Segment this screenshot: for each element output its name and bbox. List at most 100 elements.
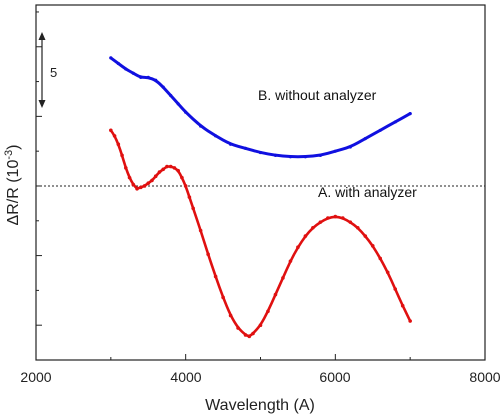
data-point — [150, 178, 154, 183]
data-point — [341, 216, 345, 220]
y-ticks — [36, 11, 42, 361]
x-tick-label: 2000 — [20, 369, 51, 385]
data-point — [288, 155, 293, 159]
scale-bar-arrow-up — [38, 32, 46, 40]
data-point — [180, 175, 184, 180]
data-point — [243, 333, 248, 337]
data-point — [408, 111, 412, 116]
series-label-a: A. with analyzer — [318, 184, 417, 200]
data-point — [124, 67, 128, 71]
x-tick-label: 6000 — [319, 369, 350, 385]
data-point — [273, 292, 278, 297]
data-point — [363, 234, 368, 238]
plot-frame — [35, 4, 486, 361]
data-point — [139, 75, 143, 79]
data-point — [318, 153, 322, 157]
data-point — [251, 331, 255, 336]
data-point — [370, 244, 375, 248]
y-axis-title-base: ΔR/R (10 — [5, 160, 22, 226]
data-point — [154, 78, 158, 82]
x-tick-label: 8000 — [469, 369, 500, 385]
y-axis-title-exp: -3 — [3, 150, 15, 160]
data-point — [326, 216, 330, 220]
data-point — [333, 214, 338, 219]
data-point — [348, 145, 352, 149]
series-line — [109, 56, 412, 159]
data-point — [206, 252, 210, 256]
data-point — [146, 75, 150, 79]
data-point — [385, 270, 390, 275]
data-point — [378, 256, 383, 261]
data-point — [161, 85, 165, 89]
data-point — [112, 134, 117, 138]
scale-bar: 5 — [38, 32, 57, 108]
data-point — [142, 184, 147, 188]
series-layer — [109, 56, 412, 339]
data-point — [281, 276, 285, 280]
data-point — [408, 319, 412, 323]
data-point — [135, 186, 139, 191]
data-point — [127, 175, 132, 180]
data-point — [198, 228, 203, 233]
data-point — [236, 326, 240, 330]
data-point — [333, 149, 337, 153]
data-point — [187, 195, 192, 199]
data-point — [183, 184, 188, 188]
x-ticks — [35, 354, 486, 360]
x-axis-title: Wavelength (A) — [205, 397, 315, 414]
x-tick-label: 4000 — [170, 369, 201, 385]
data-point — [109, 56, 113, 60]
data-point — [176, 168, 180, 173]
series-a — [109, 128, 412, 339]
data-point — [378, 128, 382, 132]
scale-bar-arrow-down — [38, 100, 46, 108]
data-point — [153, 174, 158, 179]
data-point — [228, 313, 233, 318]
data-point — [116, 142, 121, 147]
data-point — [169, 93, 173, 98]
data-point — [243, 146, 248, 150]
data-point — [146, 181, 151, 185]
data-point — [221, 295, 225, 300]
data-point — [318, 220, 323, 224]
data-point — [363, 137, 367, 141]
data-point — [109, 128, 113, 133]
scale-bar-label: 5 — [50, 65, 57, 80]
data-point — [138, 185, 143, 190]
y-axis-title: ΔR/R (10-3) — [3, 145, 22, 226]
data-point — [131, 182, 136, 187]
data-point — [191, 206, 195, 211]
data-point — [120, 153, 124, 158]
data-point — [311, 225, 315, 230]
data-point — [161, 167, 166, 172]
data-point — [288, 259, 293, 263]
data-point — [258, 150, 263, 155]
data-point — [393, 120, 397, 124]
series-b — [109, 56, 412, 159]
data-point — [184, 110, 188, 114]
data-point — [348, 220, 353, 224]
data-point — [228, 142, 233, 146]
y-axis-title-close: ) — [5, 145, 22, 150]
data-point — [303, 234, 308, 238]
series-label-b: B. without analyzer — [258, 87, 377, 103]
data-point — [247, 334, 252, 339]
data-point — [116, 61, 120, 66]
data-point — [303, 155, 307, 159]
data-point — [393, 287, 398, 291]
data-point — [258, 323, 263, 327]
data-point — [266, 309, 270, 314]
data-point — [172, 166, 177, 170]
data-point — [296, 245, 300, 250]
data-point — [176, 102, 180, 106]
series-line — [109, 128, 412, 338]
data-point — [131, 71, 135, 75]
data-point — [355, 225, 360, 230]
data-point — [168, 164, 173, 169]
data-point — [273, 153, 278, 157]
data-point — [214, 134, 218, 138]
data-point — [165, 164, 169, 169]
data-point — [157, 170, 162, 174]
data-point — [213, 274, 218, 279]
